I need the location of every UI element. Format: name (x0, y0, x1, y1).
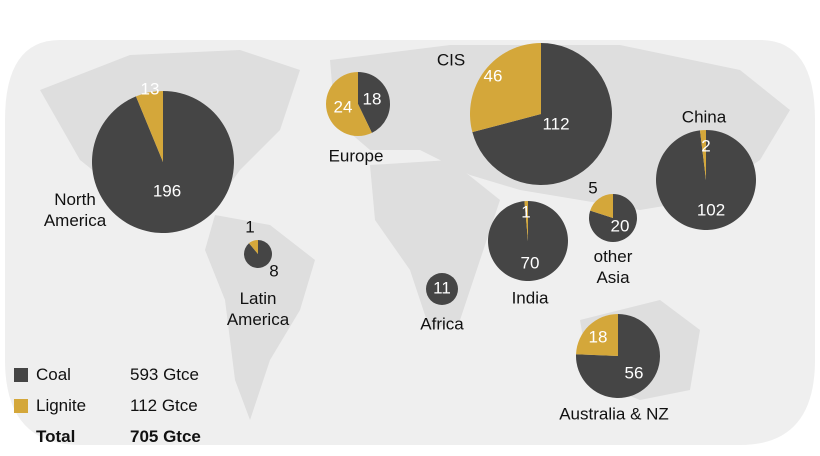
legend-swatch (14, 368, 28, 382)
land (370, 160, 500, 330)
legend-label: Lignite (36, 396, 87, 415)
lignite-value-label: 18 (589, 327, 608, 346)
coal-slice (244, 240, 272, 269)
coal-value-label: 102 (697, 200, 725, 219)
lignite-slice (524, 201, 528, 241)
legend-swatch (14, 399, 28, 413)
lignite-slice (249, 240, 258, 254)
coal-slice (487, 201, 568, 281)
lignite-slice (590, 194, 613, 218)
coal-value-label: 20 (611, 216, 630, 235)
region-name: Australia & NZ (559, 404, 669, 424)
legend-total-amount: 705 Gtce (130, 427, 201, 446)
lignite-slice (576, 314, 618, 356)
legend-amount: 112 Gtce (130, 396, 198, 415)
region-name: India (511, 288, 549, 308)
region-name: China (681, 107, 727, 127)
lignite-value-label: 2 (701, 136, 710, 155)
coal-value-label: 70 (521, 253, 540, 272)
coal-slice (358, 72, 390, 133)
lignite-value-label: 1 (245, 217, 254, 236)
coal-value-label: 18 (363, 89, 382, 108)
region-name: Africa (420, 314, 464, 334)
region-name: North America (43, 190, 107, 230)
coal-value-label: 56 (625, 363, 644, 382)
land (205, 215, 315, 420)
coal-value-label: 11 (433, 278, 451, 297)
lignite-slice (699, 130, 706, 180)
lignite-value-label: 24 (334, 97, 353, 116)
coal-value-label: 112 (542, 114, 569, 133)
lignite-value-label: 5 (588, 178, 597, 197)
lignite-slice (469, 43, 541, 133)
legend-amount: 593 Gtce (130, 365, 199, 384)
region-name: Europe (328, 146, 384, 166)
coal-value-label: 8 (269, 261, 278, 280)
region-name: Latin America (226, 289, 290, 329)
coal-value-label: 196 (153, 181, 181, 200)
lignite-value-label: 13 (141, 79, 160, 98)
region-name: other Asia (593, 247, 633, 287)
coal-slice (472, 43, 612, 185)
legend-label: Coal (36, 365, 71, 384)
lignite-slice (326, 72, 372, 136)
coal-slice (426, 273, 458, 305)
legend-total-label: Total (36, 427, 76, 446)
lignite-value-label: 46 (484, 66, 503, 85)
lignite-slice (135, 91, 163, 162)
region-name: CIS (436, 50, 466, 70)
lignite-value-label: 1 (521, 202, 530, 221)
